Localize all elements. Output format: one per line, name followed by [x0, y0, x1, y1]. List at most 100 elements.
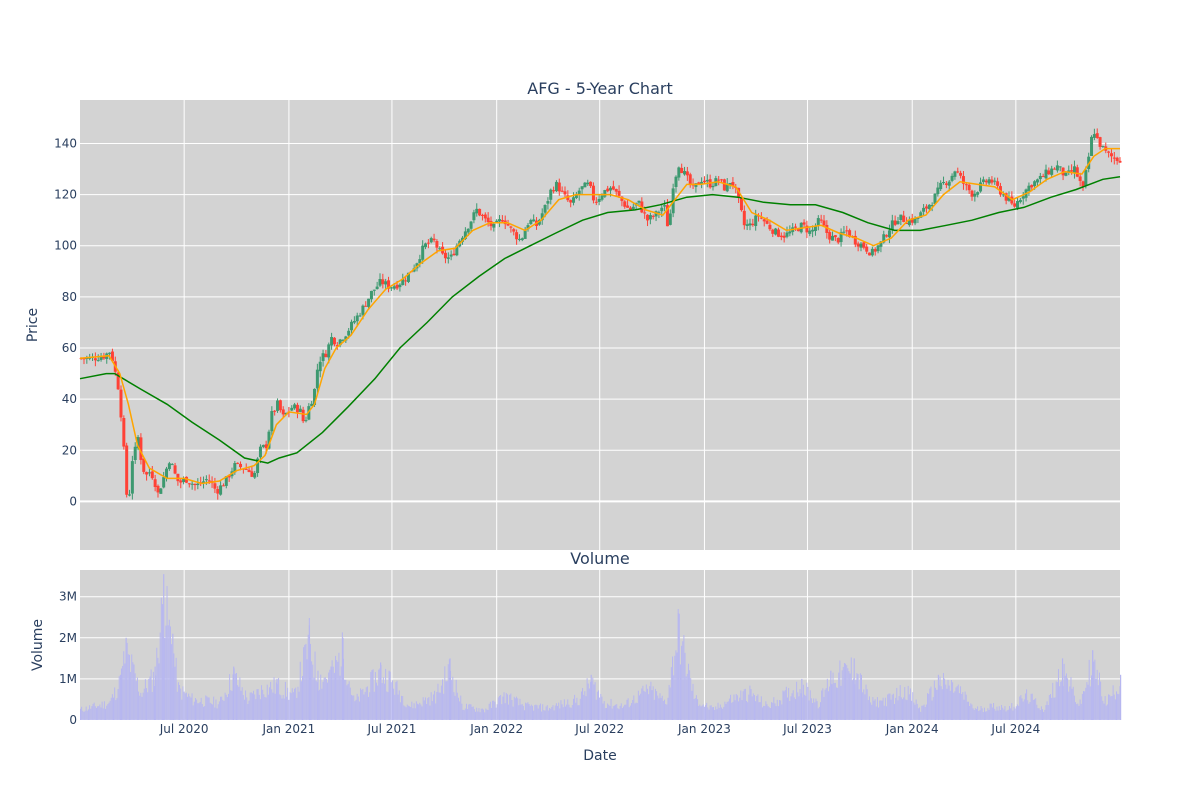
volume-bar: [197, 703, 199, 720]
volume-bar: [605, 708, 607, 720]
volume-bar: [473, 709, 475, 720]
volume-bar: [385, 668, 387, 720]
volume-bar: [822, 688, 824, 720]
volume-bar: [917, 708, 919, 720]
volume-bar: [706, 702, 708, 720]
candle-body: [1050, 168, 1054, 175]
volume-bar: [813, 698, 815, 720]
candle-body: [130, 461, 134, 494]
candle-body: [187, 483, 191, 485]
volume-bar: [99, 704, 101, 720]
date-x-tick-label: Jan 2023: [677, 722, 731, 736]
volume-bar: [420, 704, 422, 720]
candle-body: [469, 221, 473, 229]
volume-bar: [199, 701, 201, 720]
volume-bar: [882, 697, 884, 720]
volume-bar: [250, 692, 252, 720]
volume-bar: [1100, 681, 1102, 720]
volume-bar: [658, 698, 660, 720]
volume-bar: [354, 701, 356, 720]
volume-bar: [681, 645, 683, 720]
volume-bar: [846, 665, 848, 720]
volume-bar: [1016, 704, 1018, 720]
volume-bar: [855, 680, 857, 720]
candle-body: [1092, 134, 1096, 138]
candle-body: [705, 179, 709, 182]
volume-bar: [570, 707, 572, 720]
volume-bar: [208, 697, 210, 720]
volume-bar: [439, 692, 441, 720]
candle-body: [566, 195, 570, 201]
volume-bar: [633, 695, 635, 720]
candle-body: [1038, 175, 1042, 180]
volume-bar: [797, 692, 799, 720]
candle-body: [768, 224, 772, 230]
volume-bar: [409, 706, 411, 720]
volume-bar: [884, 697, 886, 720]
candle-body: [398, 284, 402, 288]
volume-bar: [434, 690, 436, 720]
volume-bar: [281, 698, 283, 720]
volume-bar: [370, 671, 372, 720]
volume-bar: [808, 700, 810, 720]
volume-bar: [739, 697, 741, 720]
candle-body: [936, 187, 940, 195]
volume-bar: [1040, 706, 1042, 720]
volume-bar-peak: [233, 666, 235, 720]
volume-bar: [274, 693, 276, 720]
volume-bar: [723, 706, 725, 720]
volume-bar: [182, 686, 184, 720]
volume-bar: [977, 706, 979, 720]
volume-bar: [1061, 680, 1063, 720]
volume-bar: [148, 678, 150, 720]
volume-bar: [229, 674, 231, 720]
volume-bar: [712, 707, 714, 720]
volume-bar: [427, 698, 429, 720]
volume-bar: [374, 672, 376, 720]
volume-bar: [1051, 697, 1053, 720]
volume-bar: [1073, 695, 1075, 720]
volume-bar: [941, 689, 943, 720]
candle-body: [637, 200, 641, 203]
volume-bar: [947, 679, 949, 720]
candle-body: [964, 184, 968, 186]
volume-bar: [378, 669, 380, 720]
volume-bar: [189, 696, 191, 720]
volume-bar: [856, 673, 858, 720]
candle-body: [626, 205, 630, 208]
candle-body: [1033, 181, 1037, 187]
volume-bar: [290, 693, 292, 720]
volume-bar: [549, 708, 551, 720]
volume-bar: [612, 706, 614, 720]
candle-body: [913, 218, 917, 224]
candle-body: [1001, 194, 1005, 196]
candle-body: [509, 226, 513, 228]
candle-body: [247, 469, 251, 473]
volume-bar: [850, 657, 852, 720]
volume-bar: [527, 702, 529, 720]
volume-bar: [500, 694, 502, 720]
volume-bar: [991, 707, 993, 720]
volume-bar: [651, 690, 653, 720]
volume-bar: [955, 687, 957, 720]
volume-bar: [455, 679, 457, 720]
volume-bar: [348, 681, 350, 720]
volume-bar: [756, 695, 758, 720]
volume-bar: [207, 697, 209, 720]
volume-bar: [931, 700, 933, 720]
volume-bar: [401, 695, 403, 720]
candle-body: [165, 468, 169, 479]
volume-bar: [1021, 698, 1023, 720]
volume-bar: [151, 691, 153, 720]
volume-bar: [114, 687, 116, 720]
volume-bar: [837, 687, 839, 720]
volume-bar: [477, 711, 479, 720]
volume-bar: [834, 682, 836, 720]
candle-body: [609, 187, 613, 191]
candle-body: [202, 481, 206, 483]
volume-bar: [377, 685, 379, 720]
candle-body: [1084, 169, 1088, 186]
volume-bar: [126, 642, 128, 720]
volume-bar: [171, 644, 173, 720]
volume-bar: [1109, 694, 1111, 720]
